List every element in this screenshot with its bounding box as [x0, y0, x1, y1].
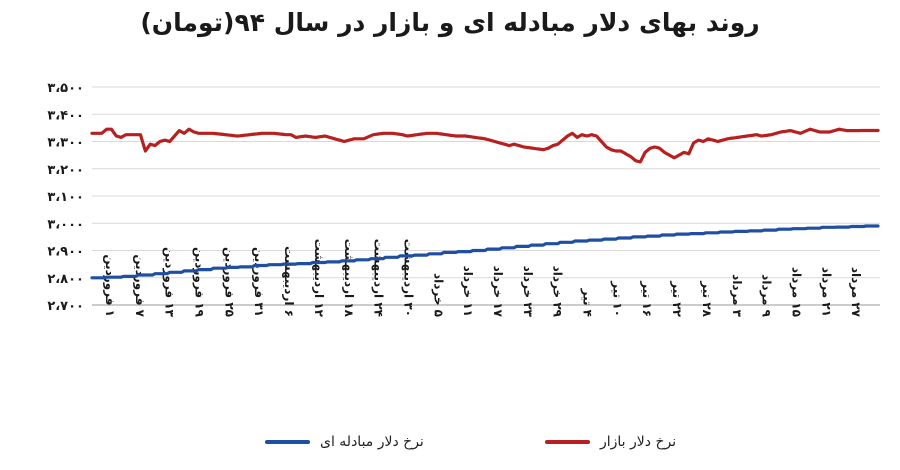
x-tick-label: ۲۴ اردیبهشت [372, 239, 386, 317]
y-tick-label: ۳،۲۰۰ [47, 163, 84, 178]
y-tick-label: ۲،۹۰۰ [47, 245, 84, 260]
x-tick-label: ۳۰ اردیبهشت [401, 239, 415, 317]
legend-label-market: نرخ دلار بازار [600, 434, 677, 450]
x-tick-label: ۲۵ فروردین [221, 247, 236, 317]
x-tick-label: ۱۰ تیر [610, 280, 624, 317]
series-line-official [90, 224, 880, 280]
y-tick-label: ۳،۱۰۰ [47, 190, 84, 205]
x-tick-label: ۲۸ تیر [700, 280, 714, 317]
x-tick-label: ۳۱ فروردین [251, 247, 266, 317]
x-tick-label: ۱۵ مرداد [789, 267, 803, 317]
x-tick-label: ۲۱ مرداد [819, 267, 833, 317]
y-tick-label: ۳،۴۰۰ [47, 108, 84, 123]
x-tick-label: ۲۹ خرداد [551, 266, 565, 318]
x-tick-label: ۱۳ فروردین [162, 247, 177, 318]
x-tick-label: ۱۱ خرداد [461, 266, 475, 317]
chart-title: روند بهای دلار مبادله ای و بازار در سال … [140, 8, 760, 37]
x-tick-label: ۱۲ اردیبهشت [312, 239, 326, 318]
x-tick-label: ۱۹ فروردین [192, 247, 207, 318]
legend-item-market: نرخ دلار بازار [545, 430, 676, 454]
legend-swatch-official [265, 440, 310, 444]
x-tick-label: ۵ خرداد [431, 273, 445, 317]
legend-swatch-market [545, 440, 590, 444]
series-line-market [90, 127, 880, 164]
x-tick-label: ۲۳ خرداد [521, 266, 535, 318]
legend-item-official: نرخ دلار مبادله ای [265, 430, 424, 454]
legend-label-official: نرخ دلار مبادله ای [320, 434, 424, 450]
x-tick-label: ۱ فروردین [102, 254, 117, 317]
y-tick-label: ۳،۰۰۰ [47, 217, 84, 232]
y-tick-label: ۳،۵۰۰ [47, 81, 84, 96]
x-tick-label: ۳ مرداد [730, 274, 744, 318]
x-tick-label: ۴ تیر [581, 288, 595, 317]
y-tick-label: ۳،۳۰۰ [47, 136, 84, 151]
x-tick-label: ۹ مرداد [760, 274, 774, 318]
x-tick-label: ۱۶ تیر [640, 280, 654, 317]
x-tick-label: ۱۸ اردیبهشت [342, 239, 356, 318]
x-tick-label: ۷ فروردین [132, 254, 147, 317]
x-tick-label: ۲۷ مرداد [849, 267, 863, 318]
x-tick-label: ۶ اردیبهشت [282, 246, 296, 317]
y-tick-label: ۲،۸۰۰ [47, 272, 84, 287]
x-tick-label: ۱۷ خرداد [491, 266, 505, 318]
y-tick-label: ۲،۷۰۰ [47, 299, 84, 314]
x-tick-label: ۲۲ تیر [670, 280, 684, 317]
